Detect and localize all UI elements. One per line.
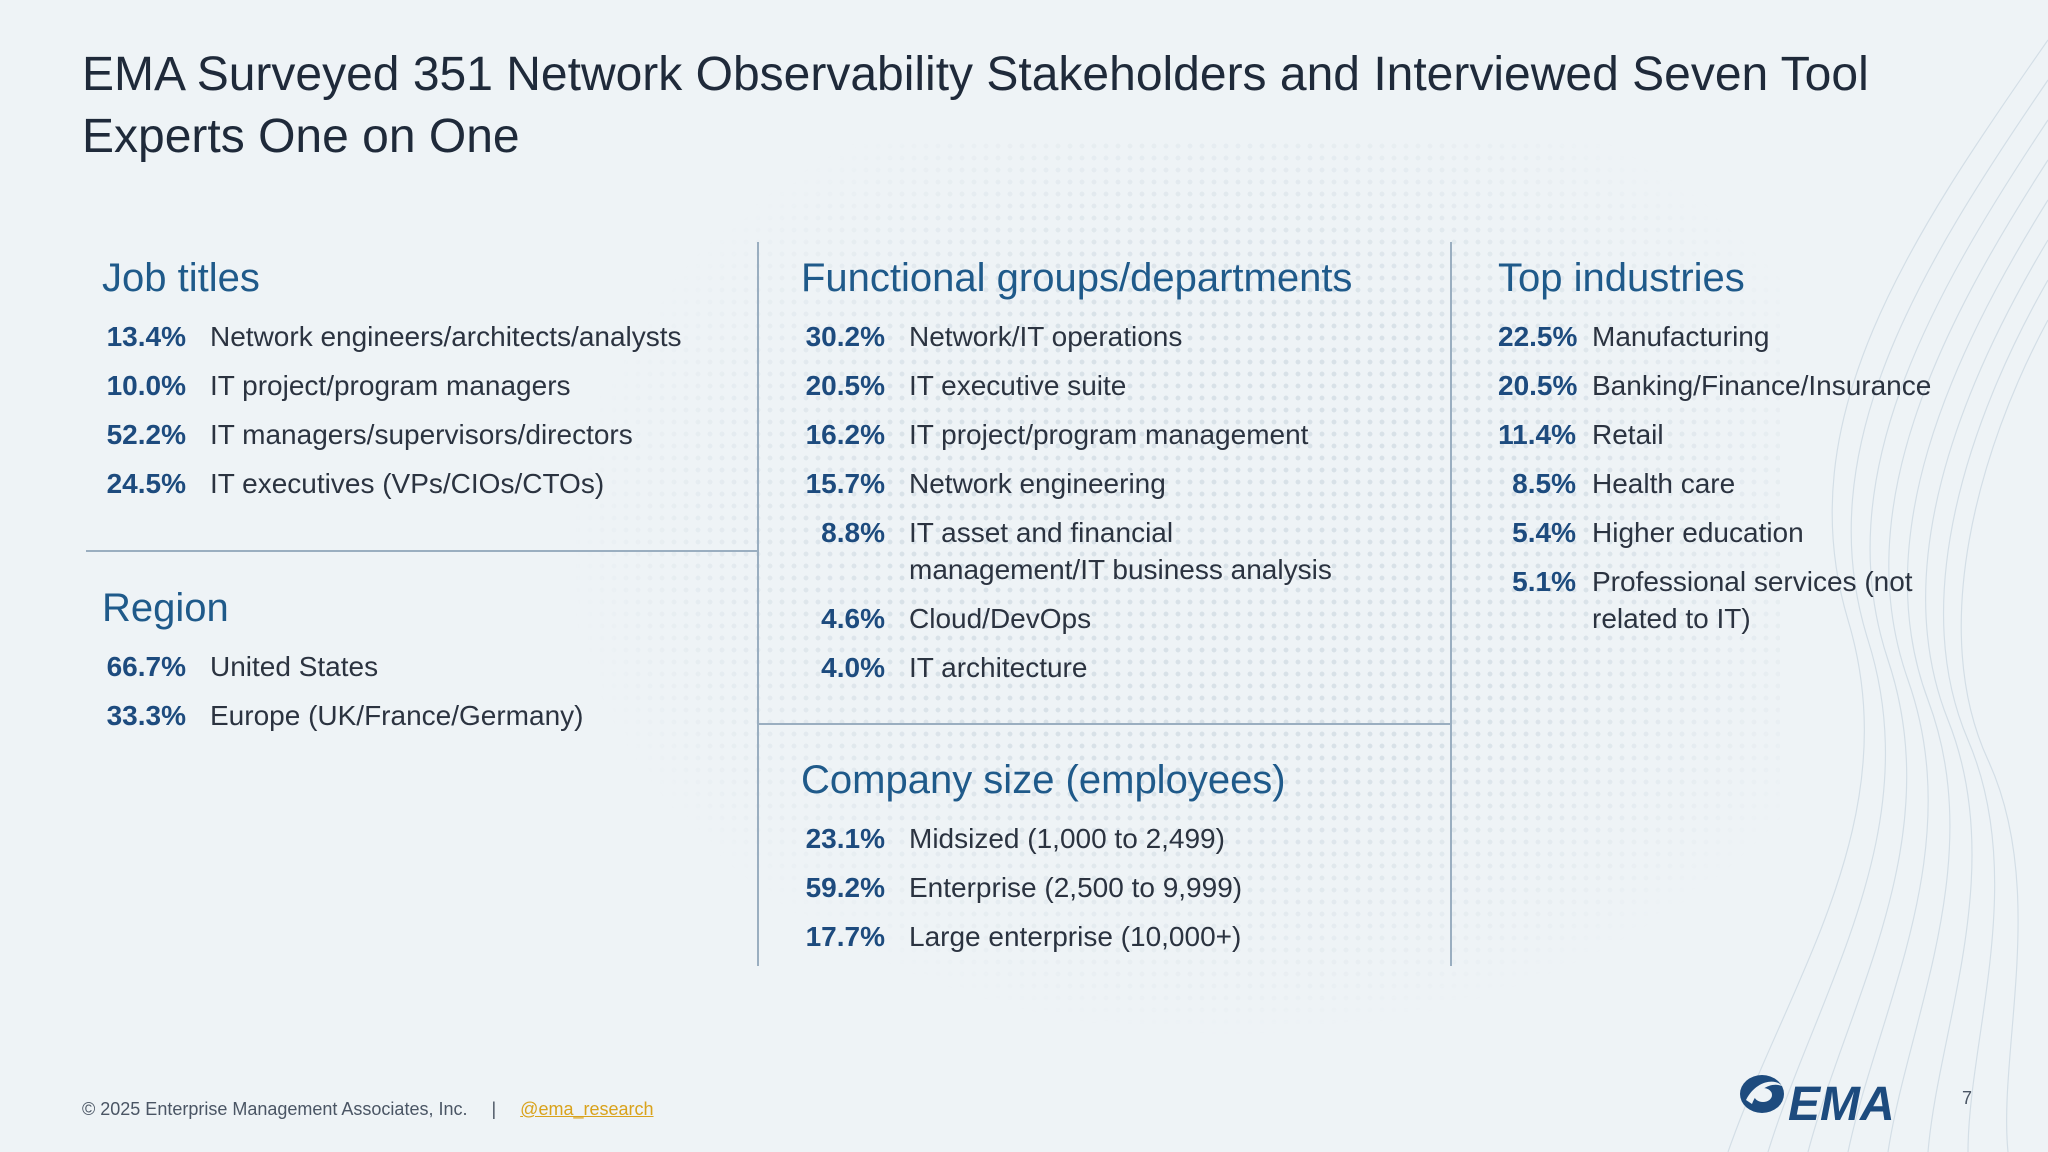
list-item: 20.5% Banking/Finance/Insurance bbox=[1498, 367, 1988, 404]
list-item: 5.1% Professional services (not related t… bbox=[1498, 563, 1988, 637]
list-item: 15.7% Network engineering bbox=[801, 465, 1361, 502]
percent-value: 15.7% bbox=[805, 468, 885, 499]
percent-value: 59.2% bbox=[805, 872, 885, 903]
list-item: 66.7% United States bbox=[102, 648, 742, 685]
list-item: 22.5% Manufacturing bbox=[1498, 318, 1988, 355]
list-item: 33.3% Europe (UK/France/Germany) bbox=[102, 697, 742, 734]
item-label: Europe (UK/France/Germany) bbox=[210, 700, 584, 731]
ema-logo-text: EMA bbox=[1788, 1078, 1895, 1126]
section-heading: Top industries bbox=[1498, 256, 1745, 300]
percent-value: 5.1% bbox=[1512, 566, 1576, 597]
list-item: 4.6% Cloud/DevOps bbox=[801, 600, 1361, 637]
item-label: Retail bbox=[1592, 419, 1664, 450]
percent-value: 23.1% bbox=[805, 823, 885, 854]
percent-value: 52.2% bbox=[106, 419, 186, 450]
list-item: 20.5% IT executive suite bbox=[801, 367, 1361, 404]
copyright-text: © 2025 Enterprise Management Associates,… bbox=[82, 1099, 468, 1119]
list-item: 17.7% Large enterprise (10,000+) bbox=[801, 918, 1421, 955]
list-item: 8.5% Health care bbox=[1498, 465, 1988, 502]
section-company-size: Company size (employees) 23.1% Midsized (… bbox=[801, 756, 1421, 967]
item-label: Cloud/DevOps bbox=[909, 603, 1092, 634]
percent-value: 4.6% bbox=[821, 603, 885, 634]
list-item: 59.2% Enterprise (2,500 to 9,999) bbox=[801, 869, 1421, 906]
list-item: 8.8% IT asset and financial management/IT… bbox=[801, 514, 1361, 588]
item-label: IT managers/supervisors/directors bbox=[210, 419, 633, 450]
percent-value: 8.5% bbox=[1512, 468, 1576, 499]
page-number: 7 bbox=[1962, 1088, 1973, 1108]
footer-separator: | bbox=[491, 1099, 497, 1119]
column-divider-right bbox=[1450, 242, 1452, 966]
list-item: 13.4% Network engineers/architects/analys… bbox=[102, 318, 742, 355]
section-job-titles: Job titles 13.4% Network engineers/archit… bbox=[102, 254, 742, 514]
section-top-industries: Top industries 22.5% Manufacturing 20.5% B… bbox=[1498, 254, 1988, 649]
section-heading: Company size (employees) bbox=[801, 758, 1286, 802]
section-heading: Region bbox=[102, 586, 229, 630]
list-item: 30.2% Network/IT operations bbox=[801, 318, 1361, 355]
item-label: Enterprise (2,500 to 9,999) bbox=[909, 872, 1243, 903]
item-label: Professional services (not related to IT… bbox=[1592, 566, 1913, 634]
percent-value: 13.4% bbox=[106, 321, 186, 352]
list-item: 24.5% IT executives (VPs/CIOs/CTOs) bbox=[102, 465, 742, 502]
list-item: 10.0% IT project/program managers bbox=[102, 367, 742, 404]
ema-logo-swoosh-icon bbox=[1740, 1075, 1784, 1113]
section-divider-left bbox=[86, 550, 758, 552]
item-label: IT project/program management bbox=[909, 419, 1309, 450]
item-label: IT project/program managers bbox=[210, 370, 571, 401]
item-label: Midsized (1,000 to 2,499) bbox=[909, 823, 1225, 854]
percent-value: 20.5% bbox=[805, 370, 885, 401]
percent-value: 17.7% bbox=[805, 921, 885, 952]
section-functional-groups: Functional groups/departments 30.2% Netwo… bbox=[801, 254, 1361, 698]
percent-value: 5.4% bbox=[1512, 517, 1576, 548]
list-item: 5.4% Higher education bbox=[1498, 514, 1988, 551]
section-region: Region 66.7% United States 33.3% Europe (U… bbox=[102, 584, 742, 746]
percent-value: 22.5% bbox=[1498, 321, 1578, 352]
item-label: Network engineering bbox=[909, 468, 1166, 499]
item-label: Large enterprise (10,000+) bbox=[909, 921, 1242, 952]
percent-value: 33.3% bbox=[106, 700, 186, 731]
list-item: 23.1% Midsized (1,000 to 2,499) bbox=[801, 820, 1421, 857]
social-handle-link[interactable]: @ema_research bbox=[520, 1099, 654, 1119]
section-divider-middle bbox=[758, 723, 1451, 725]
item-label: Network engineers/architects/analysts bbox=[210, 321, 682, 352]
percent-value: 4.0% bbox=[821, 652, 885, 683]
percent-value: 20.5% bbox=[1498, 370, 1578, 401]
item-label: Higher education bbox=[1592, 517, 1804, 548]
item-label: Manufacturing bbox=[1592, 321, 1770, 352]
section-heading: Job titles bbox=[102, 256, 260, 300]
percent-value: 11.4% bbox=[1498, 419, 1576, 450]
percent-value: 66.7% bbox=[106, 651, 186, 682]
item-label: IT executive suite bbox=[909, 370, 1127, 401]
percent-value: 16.2% bbox=[805, 419, 885, 450]
percent-value: 24.5% bbox=[106, 468, 186, 499]
item-label: IT asset and financial management/IT bus… bbox=[909, 517, 1332, 585]
section-heading: Functional groups/departments bbox=[801, 256, 1353, 300]
percent-value: 10.0% bbox=[106, 370, 186, 401]
page-title: EMA Surveyed 351 Network Observability S… bbox=[82, 48, 1869, 163]
item-label: Banking/Finance/Insurance bbox=[1592, 370, 1932, 401]
list-item: 52.2% IT managers/supervisors/directors bbox=[102, 416, 742, 453]
column-divider-left bbox=[757, 242, 759, 966]
ema-logo: EMA bbox=[1740, 1075, 1895, 1126]
list-item: 16.2% IT project/program management bbox=[801, 416, 1361, 453]
item-label: IT architecture bbox=[909, 652, 1088, 683]
item-label: Health care bbox=[1592, 468, 1736, 499]
list-item: 11.4% Retail bbox=[1498, 416, 1988, 453]
percent-value: 8.8% bbox=[821, 517, 885, 548]
item-label: IT executives (VPs/CIOs/CTOs) bbox=[210, 468, 605, 499]
item-label: Network/IT operations bbox=[909, 321, 1183, 352]
item-label: United States bbox=[210, 651, 379, 682]
percent-value: 30.2% bbox=[805, 321, 885, 352]
list-item: 4.0% IT architecture bbox=[801, 649, 1361, 686]
footer: © 2025 Enterprise Management Associates,… bbox=[82, 1099, 654, 1120]
